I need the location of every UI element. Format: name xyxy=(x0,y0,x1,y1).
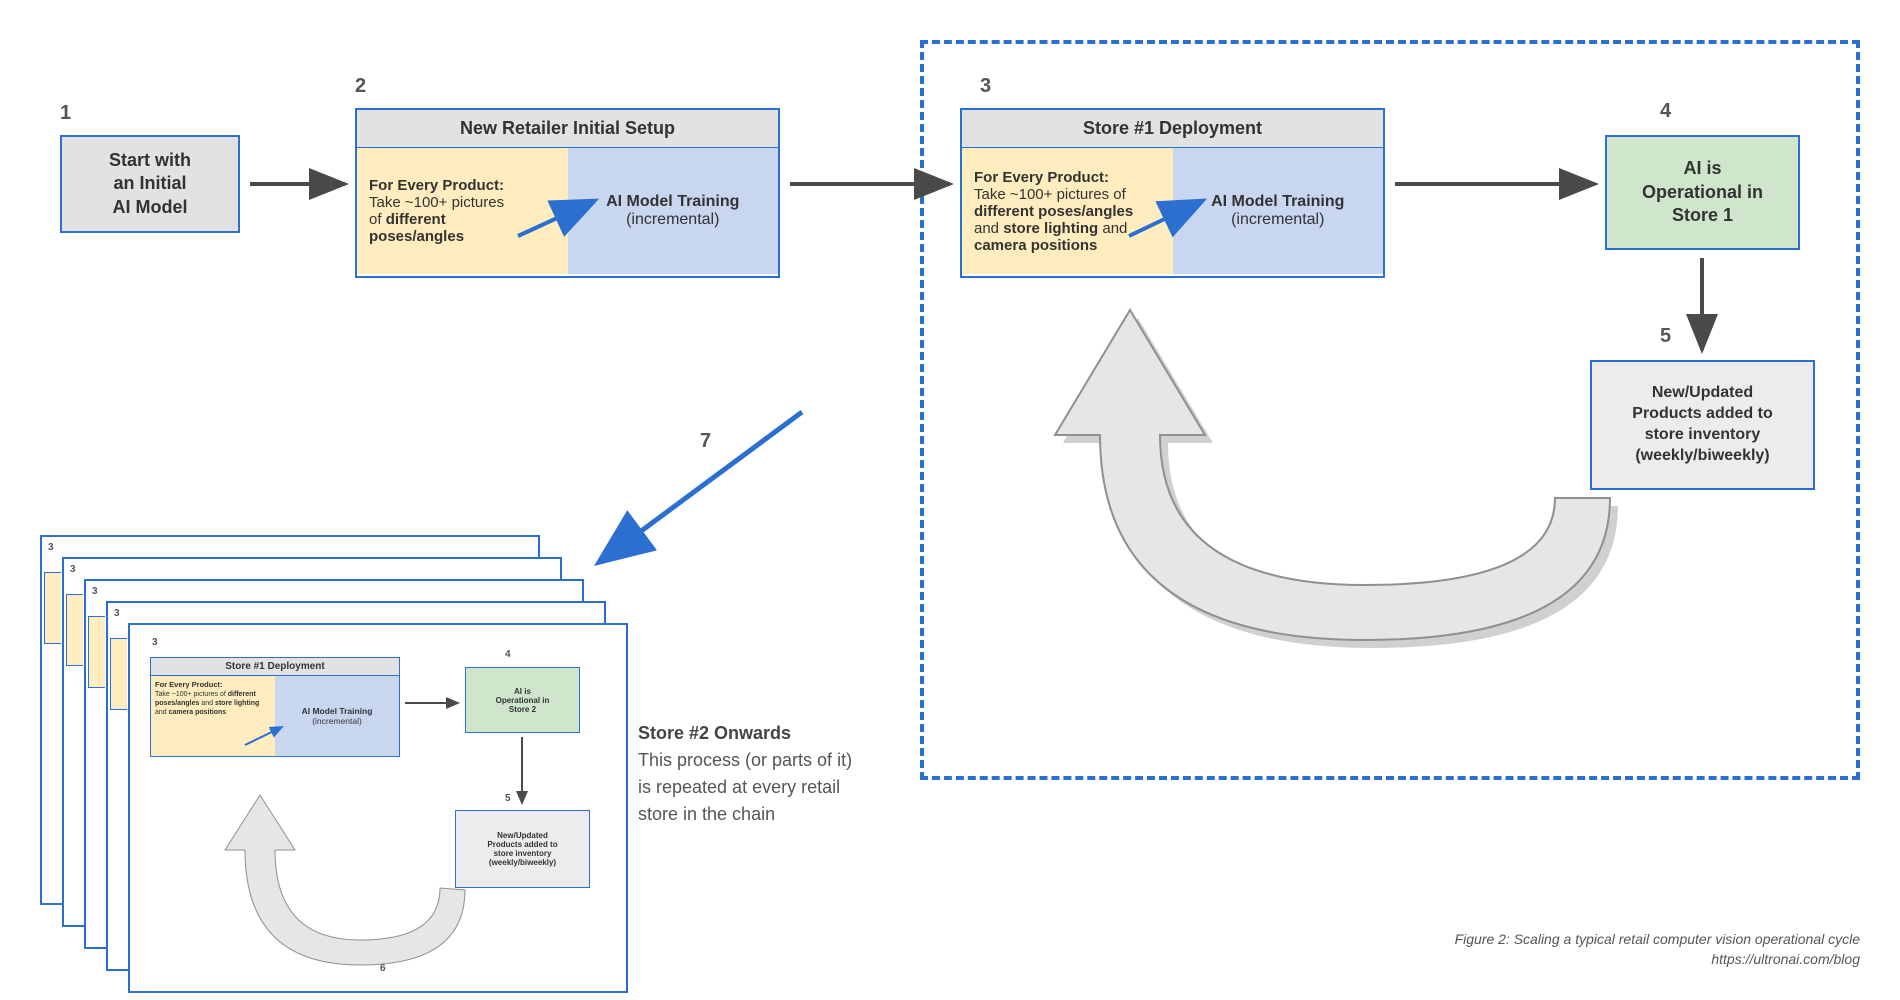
node1-line2: an Initial xyxy=(113,173,186,193)
sidetext-title: Store #2 Onwards xyxy=(638,723,791,743)
panel-new-retailer-setup: New Retailer Initial Setup For Every Pro… xyxy=(355,108,780,278)
panel2-left-b2: poses/angles xyxy=(369,228,464,245)
panel2-right: AI Model Training (incremental) xyxy=(568,148,779,274)
node1-line1: Start with xyxy=(109,150,191,170)
panel3-right-s: (incremental) xyxy=(1231,211,1324,228)
panel3-left-b1: different poses/angles xyxy=(974,203,1133,220)
node4-line3: Store 1 xyxy=(1672,205,1733,225)
panel2-right-s: (incremental) xyxy=(626,211,719,228)
stacked-card-2-num: 3 xyxy=(114,608,120,619)
panel3-right: AI Model Training (incremental) xyxy=(1173,148,1384,274)
panel3-left-b2: store lighting xyxy=(1003,220,1098,237)
node4-line2: Operational in xyxy=(1642,182,1763,202)
panel-store1-deployment: Store #1 Deployment For Every Product: T… xyxy=(960,108,1385,278)
caption-l2: https://ultronai.com/blog xyxy=(1711,951,1860,967)
step-number-3: 3 xyxy=(980,75,991,98)
panel3-left-b3: camera positions xyxy=(974,237,1097,254)
panel2-left-l1: Take ~100+ pictures xyxy=(369,194,504,211)
node-ai-operational-store1: AI is Operational in Store 1 xyxy=(1605,135,1800,250)
back-strip-1 xyxy=(44,572,61,644)
node5-line2: Products added to xyxy=(1632,405,1772,422)
mini-arrows xyxy=(130,625,630,995)
panel2-left-l2: of xyxy=(369,211,386,228)
panel3-left-mid2: and xyxy=(1102,220,1127,237)
node-new-updated-products: New/Updated Products added to store inve… xyxy=(1590,360,1815,490)
panel3-right-t: AI Model Training xyxy=(1211,193,1344,210)
panel2-right-t: AI Model Training xyxy=(606,193,739,210)
store2-onwards-text: Store #2 Onwards This process (or parts … xyxy=(638,720,938,828)
panel3-title: Store #1 Deployment xyxy=(962,110,1383,148)
panel2-left-title: For Every Product: xyxy=(369,177,504,194)
stacked-card-4-num: 3 xyxy=(70,564,76,575)
step-number-7: 7 xyxy=(700,430,711,453)
figure-caption: Figure 2: Scaling a typical retail compu… xyxy=(1370,930,1860,969)
back-strip-4 xyxy=(110,638,127,710)
panel2-title: New Retailer Initial Setup xyxy=(357,110,778,148)
step-number-4: 4 xyxy=(1660,100,1671,123)
sidetext-l1: This process (or parts of it) xyxy=(638,750,852,770)
panel3-left-l1: Take ~100+ pictures of xyxy=(974,186,1126,203)
node5-line4: (weekly/biweekly) xyxy=(1635,447,1769,464)
panel3-left-title: For Every Product: xyxy=(974,169,1109,186)
step-number-2: 2 xyxy=(355,75,366,98)
step-number-1: 1 xyxy=(60,102,71,125)
panel2-left-b1: different xyxy=(386,211,446,228)
node1-line3: AI Model xyxy=(112,197,187,217)
sidetext-l3: store in the chain xyxy=(638,804,775,824)
caption-l1: Figure 2: Scaling a typical retail compu… xyxy=(1455,931,1860,947)
node-start-initial-model: Start with an Initial AI Model xyxy=(60,135,240,233)
panel3-left-mid: and xyxy=(974,220,1003,237)
step-number-6: 6 xyxy=(1338,585,1349,608)
diagram-canvas: 1 2 3 4 5 6 7 Start with an Initial AI M… xyxy=(0,0,1900,1000)
back-strip-2 xyxy=(66,594,83,666)
node5-line3: store inventory xyxy=(1645,426,1761,443)
stacked-card-3-num: 3 xyxy=(92,586,98,597)
panel2-left: For Every Product: Take ~100+ pictures o… xyxy=(357,148,568,274)
stacked-card-front: 3 4 5 6 Store #1 Deployment For Every Pr… xyxy=(128,623,628,993)
step-number-5: 5 xyxy=(1660,325,1671,348)
panel3-left: For Every Product: Take ~100+ pictures o… xyxy=(962,148,1173,274)
sidetext-l2: is repeated at every retail xyxy=(638,777,840,797)
node4-line1: AI is xyxy=(1683,158,1721,178)
node5-line1: New/Updated xyxy=(1652,384,1753,401)
back-strip-3 xyxy=(88,616,105,688)
stacked-card-5-num: 3 xyxy=(48,542,54,553)
